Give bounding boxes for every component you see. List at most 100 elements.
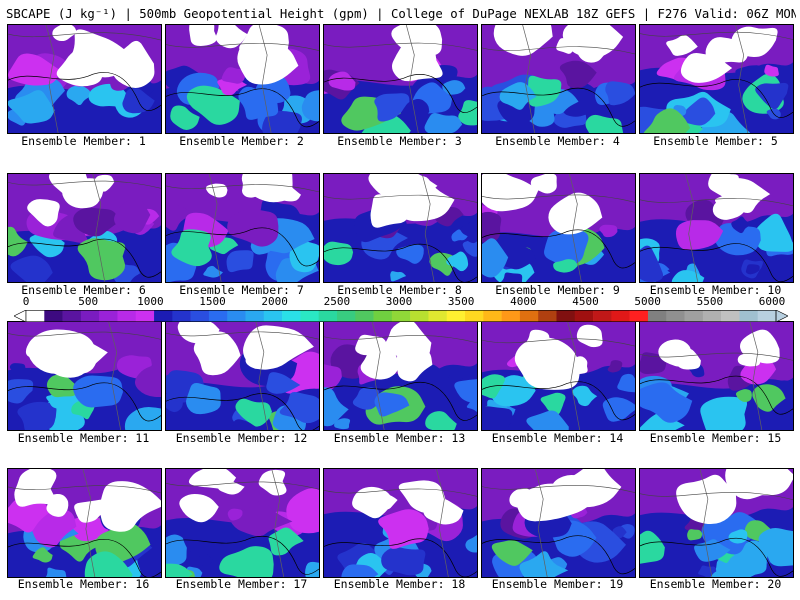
zero-cape-area: [52, 25, 77, 42]
colorbar-segment: [556, 310, 576, 322]
coastline: [640, 243, 793, 282]
sbcape-map: [640, 469, 793, 577]
sbcape-map: [8, 322, 161, 430]
colorbar-segment: [428, 310, 448, 322]
colorbar-segment: [135, 310, 155, 322]
sbcape-map: [166, 25, 319, 133]
map-title: SBCAPE (J kg⁻¹) | 500mb Geopotential Hei…: [6, 7, 796, 21]
cape-contour-patch: [229, 500, 293, 537]
colorbar-segment: [483, 310, 502, 322]
colorbar-segment: [26, 310, 45, 322]
height-contour: [166, 42, 319, 51]
height-contour: [482, 484, 635, 493]
zero-cape-area: [258, 469, 287, 496]
ensemble-member-label: Ensemble Member: 11: [17, 431, 150, 445]
colorbar-segment: [684, 310, 704, 322]
colorbar-segment: [465, 310, 484, 322]
cape-contour-patch: [32, 547, 53, 563]
cape-contour-patch: [755, 82, 789, 110]
cape-contour-patch: [527, 75, 562, 107]
cape-contour-patch: [713, 223, 761, 256]
cape-contour-patch: [305, 561, 319, 577]
colorbar-segment: [574, 310, 594, 322]
cape-contour-patch: [138, 271, 161, 282]
zero-cape-area: [530, 174, 557, 194]
cape-contour-patch: [374, 93, 410, 122]
cape-contour-patch: [465, 534, 477, 553]
zero-cape-area: [739, 329, 780, 364]
ensemble-panel-12: [165, 321, 320, 431]
zero-cape-area: [509, 488, 539, 511]
zero-cape-area: [109, 40, 155, 88]
colorbar-segment: [117, 310, 137, 322]
cape-contour-patch: [572, 385, 598, 407]
cape-contour-patch: [679, 97, 716, 126]
cape-contour-patch: [735, 389, 752, 403]
coastline: [324, 382, 477, 421]
colorbar-segment: [702, 310, 722, 322]
cape-contour-patch: [10, 255, 53, 282]
ensemble-panel-11: [7, 321, 162, 431]
zero-cape-area: [658, 339, 692, 367]
height-contour: [8, 331, 161, 340]
political-border: [567, 322, 581, 430]
coastline: [324, 243, 477, 282]
height-contour: [166, 331, 319, 340]
cape-contour-patch: [451, 229, 468, 242]
colorbar-segment: [721, 310, 740, 322]
height-contour: [8, 485, 161, 494]
sbcape-map: [324, 469, 477, 577]
colorbar-segment: [373, 310, 393, 322]
coastline: [640, 375, 793, 415]
cape-contour-patch: [557, 82, 600, 117]
coastline: [324, 74, 477, 113]
ensemble-member-label: Ensemble Member: 19: [491, 577, 624, 591]
cape-contour-patch: [640, 245, 664, 282]
cape-contour-patch: [324, 387, 349, 427]
ensemble-member-label: Ensemble Member: 4: [495, 134, 620, 148]
colorbar-tick-label: 3000: [385, 295, 413, 308]
ensemble-panel-9: [481, 173, 636, 283]
political-border: [92, 174, 106, 282]
sbcape-map: [166, 469, 319, 577]
coastline: [166, 536, 319, 575]
ensemble-member-label: Ensemble Member: 17: [175, 577, 308, 591]
political-border: [82, 469, 96, 577]
ensemble-panel-4: [481, 24, 636, 134]
coastline: [8, 539, 161, 577]
ensemble-member-label: Ensemble Member: 13: [333, 431, 466, 445]
coastline: [166, 88, 319, 128]
cape-contour-patch: [84, 551, 133, 577]
political-border: [108, 322, 122, 430]
cape-contour-patch: [640, 411, 685, 430]
zero-cape-area: [243, 325, 314, 370]
political-border: [258, 25, 272, 133]
sbcape-map: [482, 25, 635, 133]
sbcape-map: [166, 174, 319, 282]
sbcape-map: [324, 322, 477, 430]
zero-cape-area: [179, 493, 219, 523]
cape-contour-patch: [675, 220, 724, 251]
cape-contour-patch: [446, 251, 469, 272]
cape-contour-patch: [266, 372, 301, 394]
cape-contour-patch: [602, 397, 635, 422]
ensemble-member-label: Ensemble Member: 8: [337, 283, 462, 297]
ensemble-panel-15: [639, 321, 794, 431]
ensemble-panel-3: [323, 24, 478, 134]
colorbar-min-arrow: [13, 309, 27, 323]
ensemble-member-label: Ensemble Member: 9: [495, 283, 620, 297]
colorbar-tick-label: 4500: [572, 295, 599, 308]
colorbar-segment: [62, 310, 82, 322]
zero-cape-area: [46, 493, 69, 517]
zero-cape-area: [564, 469, 622, 508]
zero-cape-area: [562, 25, 624, 58]
sbcape-map: [640, 322, 793, 430]
cape-contour-patch: [640, 352, 667, 375]
ensemble-member-label: Ensemble Member: 3: [337, 134, 462, 148]
colorbar-segment: [263, 310, 283, 322]
cape-contour-patch: [182, 520, 221, 553]
zero-cape-area: [48, 174, 88, 198]
zero-cape-area: [279, 186, 301, 202]
cape-contour-patch: [46, 374, 79, 398]
cape-contour-patch: [17, 401, 57, 430]
